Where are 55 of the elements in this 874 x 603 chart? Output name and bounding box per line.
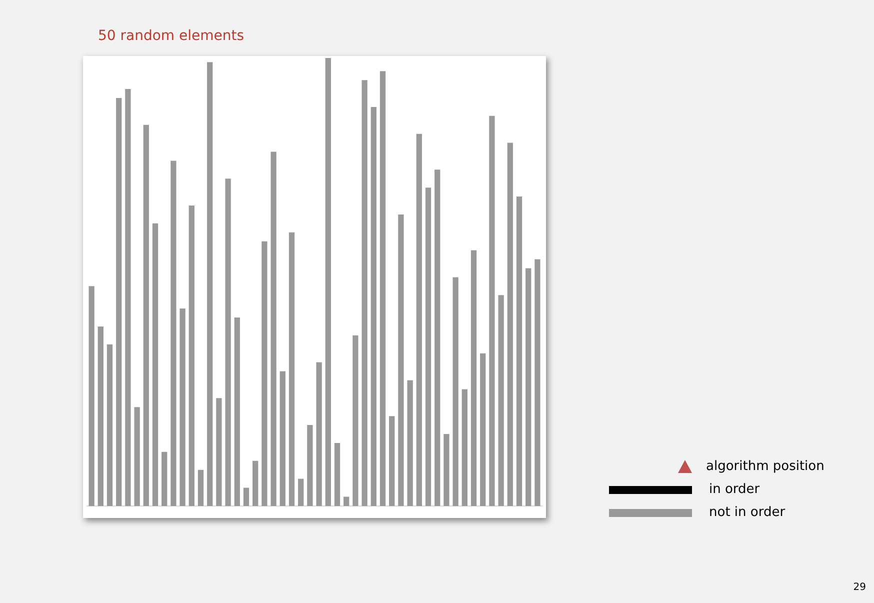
- bar: [362, 80, 368, 506]
- bar: [489, 116, 495, 506]
- bar: [288, 232, 295, 506]
- bar: [216, 398, 222, 506]
- bar: [170, 160, 176, 506]
- bar: [143, 124, 149, 506]
- bar: [516, 196, 522, 506]
- bar: [334, 442, 340, 506]
- bar: [307, 425, 313, 506]
- chart-title: 50 random elements: [98, 28, 244, 44]
- bar: [198, 470, 204, 506]
- bar: [106, 344, 113, 506]
- bar: [88, 286, 94, 506]
- bar: [180, 308, 186, 506]
- bar: [444, 434, 450, 506]
- bar: [125, 89, 131, 506]
- bar: [498, 295, 504, 506]
- bar: [370, 106, 376, 506]
- bar: [389, 416, 395, 506]
- bar: [507, 142, 513, 506]
- bar: [280, 371, 286, 506]
- bar: [225, 178, 231, 506]
- bar: [470, 250, 477, 506]
- bar: [316, 362, 322, 506]
- bar: [262, 241, 268, 506]
- text: in order: [709, 482, 760, 497]
- bar: [234, 318, 240, 506]
- bar: [152, 223, 158, 506]
- bar: [270, 152, 276, 506]
- bar: [416, 134, 422, 506]
- bar: [207, 62, 213, 506]
- bar: [534, 259, 540, 506]
- text: algorithm position: [706, 459, 824, 474]
- bar: [116, 98, 122, 506]
- bar: [462, 389, 468, 506]
- bar: [298, 478, 304, 506]
- text: not in order: [709, 505, 786, 520]
- bar: [325, 58, 331, 506]
- bar: [98, 326, 104, 506]
- bar: [407, 380, 413, 506]
- bar: [398, 214, 404, 506]
- bar: [162, 452, 168, 506]
- bar: [434, 170, 440, 506]
- bar: [480, 353, 486, 506]
- bar: [526, 268, 532, 506]
- bar: [252, 460, 258, 506]
- bar: [425, 188, 432, 506]
- bar: [134, 407, 140, 506]
- bar: [344, 496, 350, 506]
- text: 29: [853, 582, 866, 593]
- bar: [352, 335, 358, 506]
- bar: [243, 488, 250, 506]
- bar: [188, 206, 194, 506]
- bar: [380, 71, 386, 506]
- bar: [452, 277, 458, 506]
